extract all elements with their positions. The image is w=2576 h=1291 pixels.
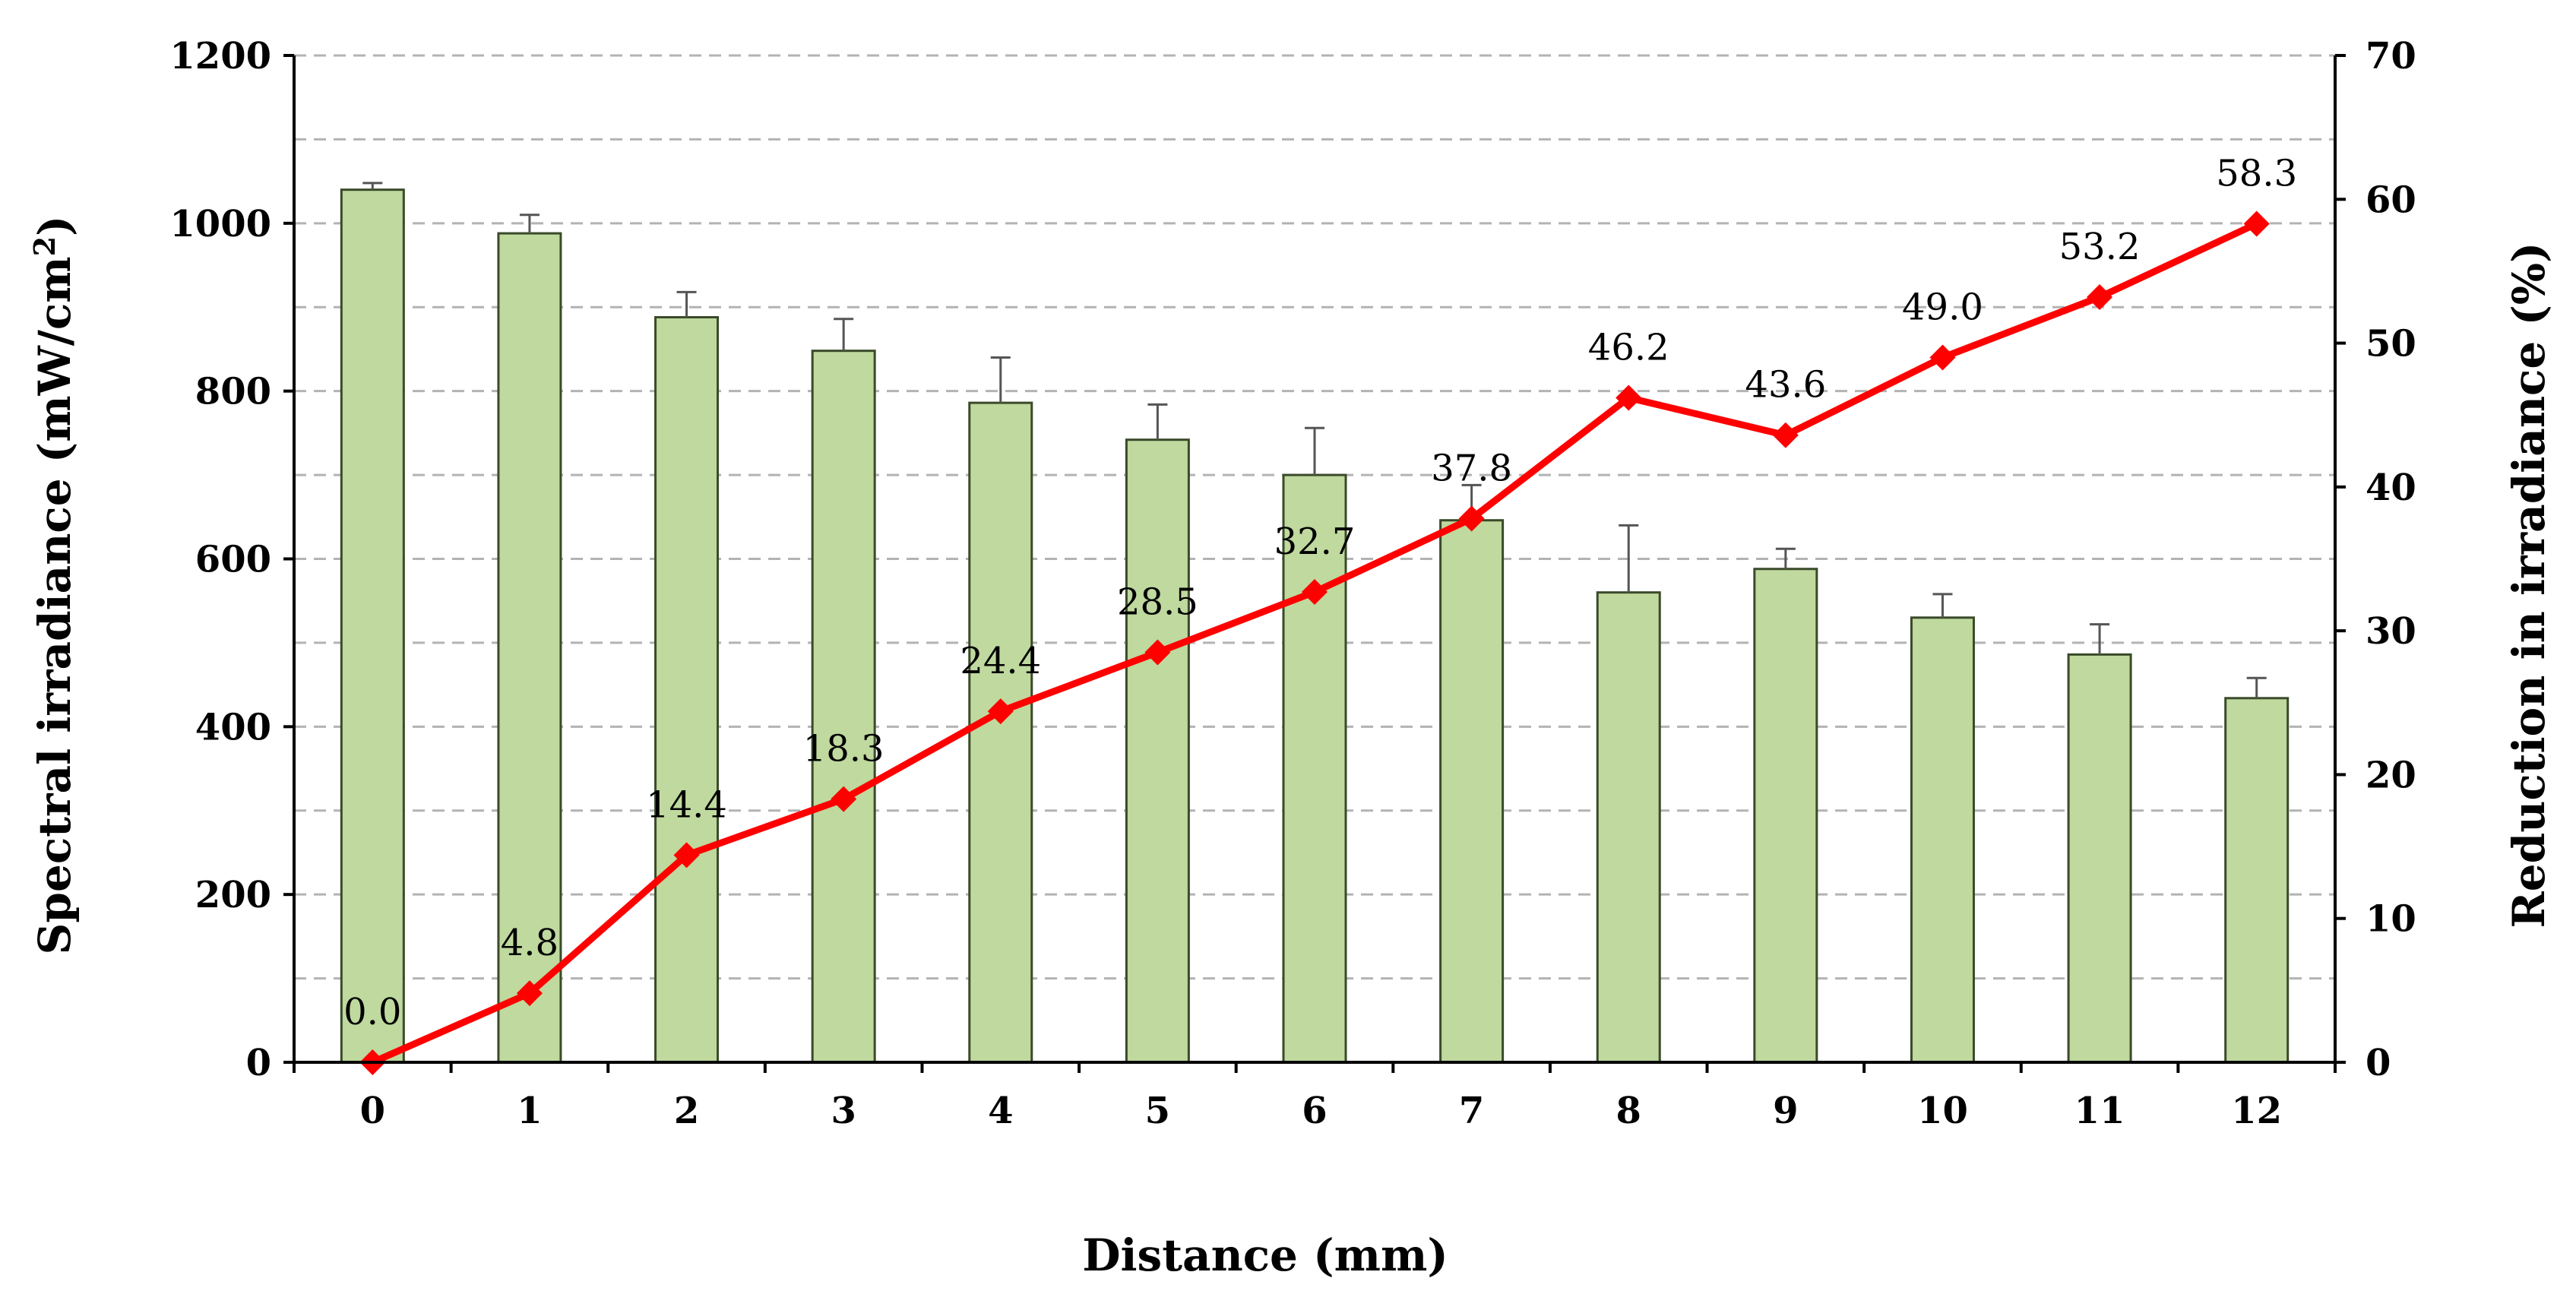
bar [654,316,720,1064]
y-left-tick-label: 0 [246,1042,271,1084]
bar [1125,438,1190,1064]
y-right-tick-label: 20 [2366,754,2416,796]
x-tick-label: 2 [674,1090,699,1132]
y-left-tick-label: 1000 [169,203,271,245]
x-tick-label: 12 [2231,1090,2282,1132]
bar [1910,616,1975,1064]
grid-lines [294,54,2335,980]
y-axis-left-title: Spectral irradiance (mW/cm2) [27,215,81,954]
data-label: 53.2 [2059,226,2141,268]
y-left-tick-label: 800 [195,371,271,413]
bar [1753,568,1818,1064]
data-label: 14.4 [646,783,727,826]
line-marker [2243,210,2270,237]
data-label: 18.3 [803,728,885,770]
error-bars [362,182,2267,698]
line-marker [2087,284,2113,310]
x-tick-label: 3 [831,1090,856,1132]
x-tick-label: 1 [517,1090,542,1132]
line-marker [1772,422,1799,448]
y-right-tick-label: 30 [2366,610,2416,653]
y-right-tick-label: 10 [2366,898,2416,941]
y-left-tick-label: 400 [195,706,271,748]
data-label: 0.0 [343,991,401,1033]
line-marker [1616,384,1642,411]
line-marker [673,842,700,869]
x-tick-label: 11 [2074,1090,2125,1132]
x-tick-label: 8 [1616,1090,1641,1132]
y-left-tick-label: 1200 [169,35,271,78]
bar [1596,591,1661,1064]
line-marker [987,698,1014,725]
bar [968,401,1033,1064]
y-left-tick-label: 600 [195,539,271,581]
x-tick-label: 4 [988,1090,1013,1132]
x-tick-label: 6 [1302,1090,1327,1132]
line-marker [1929,344,1956,371]
x-tick-label: 10 [1917,1090,1968,1132]
data-label: 46.2 [1588,327,1669,369]
y-left-tick-label: 200 [195,874,271,916]
x-axis-title: Distance (mm) [1082,1229,1448,1281]
data-label: 32.7 [1274,521,1356,563]
bar [2067,653,2132,1064]
line-marker [831,786,857,812]
x-tick-label: 0 [360,1090,385,1132]
data-label: 24.4 [960,640,1041,682]
y-right-tick-label: 70 [2366,35,2416,78]
line-series: 0.0 4.8 14.4 18.3 24.4 28.5 32.7 37.8 46.2 43.6 49… [343,152,2297,1075]
data-label: 49.0 [1902,286,1983,329]
bar-series [340,188,2290,1064]
axes [283,54,2346,1073]
y-right-tick-label: 40 [2366,467,2416,509]
y-axis-right-title: Reduction in irradiance (%) [2503,242,2555,929]
bar [340,188,405,1064]
line-marker [1302,579,1328,606]
y-right-tick-label: 60 [2366,179,2416,221]
x-tick-label: 5 [1145,1090,1170,1132]
data-label: 4.8 [501,922,559,964]
line-marker [516,980,543,1007]
data-label: 43.6 [1745,364,1826,407]
bar [811,350,876,1064]
bar [497,232,562,1064]
data-label: 58.3 [2216,152,2297,195]
x-tick-label: 9 [1773,1090,1798,1132]
bar [2224,697,2290,1064]
line-marker [1144,639,1171,666]
bar [1439,519,1505,1064]
data-label: 28.5 [1117,581,1198,624]
x-tick-label: 7 [1459,1090,1484,1132]
y-right-tick-label: 0 [2366,1042,2391,1084]
y-right-tick-label: 50 [2366,323,2416,365]
line-marker [1458,505,1485,532]
data-label: 37.8 [1431,448,1512,490]
